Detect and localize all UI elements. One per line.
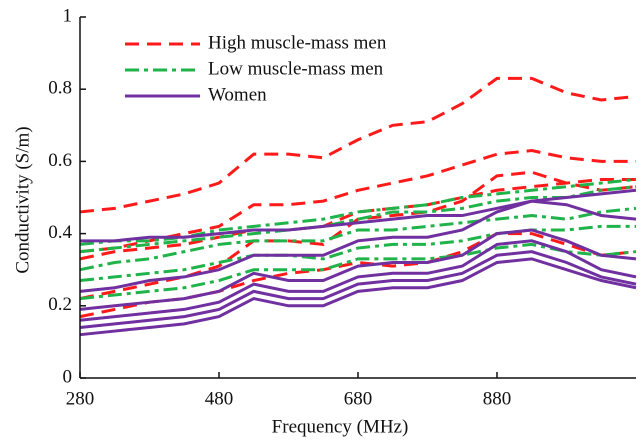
legend-label: High muscle-mass men: [208, 32, 387, 53]
y-tick-label: 1: [63, 5, 73, 26]
data-line: [79, 177, 636, 261]
y-tick-label: 0: [63, 366, 73, 387]
data-line: [79, 242, 637, 301]
plot-area: [79, 76, 637, 337]
legend-label: Women: [208, 84, 267, 105]
data-line: [79, 250, 637, 329]
x-tick-label: 280: [66, 388, 95, 409]
legend-label: Low muscle-mass men: [208, 58, 384, 79]
data-line: [79, 199, 637, 293]
y-tick-label: 0.4: [48, 222, 72, 243]
data-line: [79, 76, 637, 214]
x-axis-label: Frequency (MHz): [272, 416, 409, 437]
data-line: [79, 206, 637, 272]
y-tick-label: 0.8: [48, 78, 72, 99]
x-tick-label: 880: [483, 388, 512, 409]
data-line: [79, 224, 636, 283]
y-tick-label: 0.6: [48, 150, 72, 171]
data-line: [79, 239, 637, 322]
data-line: [79, 228, 637, 311]
x-tick-label: 680: [344, 388, 373, 409]
y-axis-label: Conductivity (S/m): [12, 126, 33, 273]
x-tick-label: 480: [205, 388, 234, 409]
data-line: [79, 257, 637, 337]
data-line: [80, 188, 637, 243]
data-line: [79, 185, 637, 254]
y-tick-label: 0.2: [48, 294, 72, 315]
